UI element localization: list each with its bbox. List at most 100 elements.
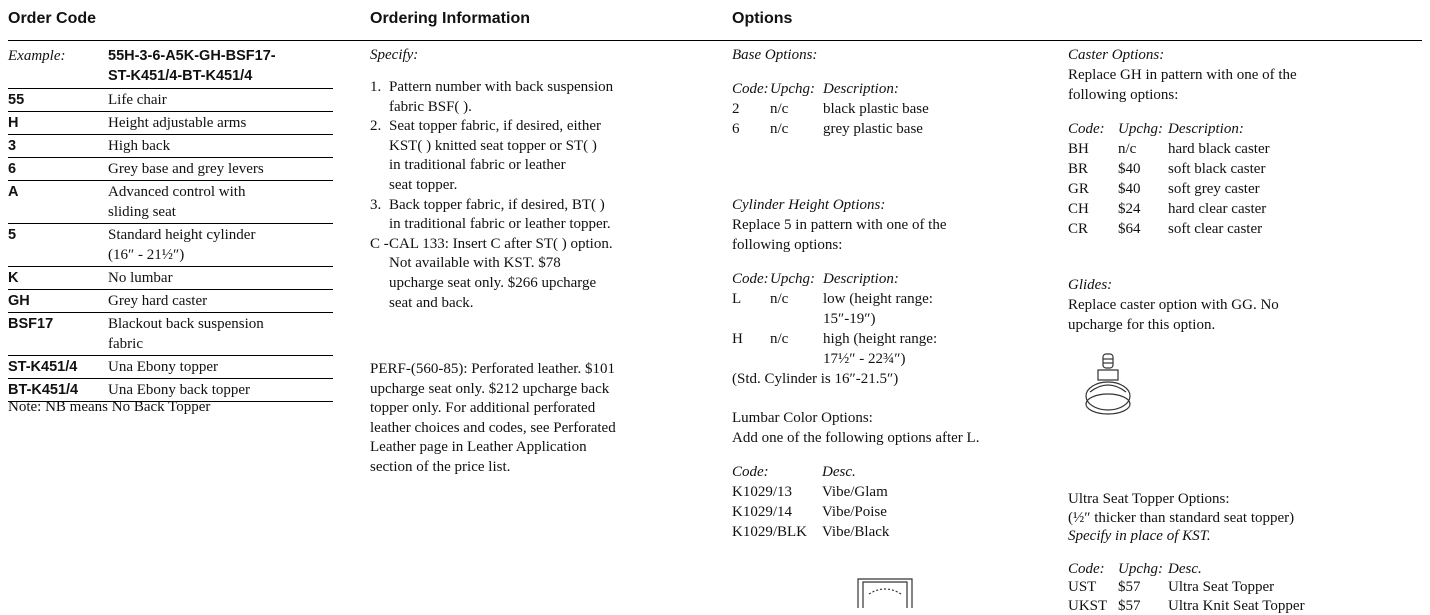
description: Grey hard caster [108,291,333,311]
cell: soft grey caster [1168,179,1418,199]
cell: $40 [1118,179,1168,199]
section-title: Cylinder Height Options: [732,195,1052,215]
code: BSF17 [8,314,108,354]
text-line: fabric [108,334,333,354]
text-line: 55H-3-6-A5K-GH-BSF17- [108,46,276,66]
text-line: following options: [1068,85,1418,105]
specify: Specify in place of KST. [1068,527,1418,546]
cylinder-options: Cylinder Height Options:Replace 5 in pat… [732,195,1052,389]
cell: CH [1068,199,1118,219]
column-header: Code: [732,462,822,482]
column-header: Code: [732,79,770,99]
cell: Ultra Seat Topper [1168,578,1418,597]
column-header: Description: [823,79,1052,99]
column-header: Upchg: [770,79,823,99]
column-header: Options [732,9,792,29]
cell: H [732,329,770,369]
cell: hard clear caster [1168,199,1418,219]
text-line: CAL 133: Insert C after ST( ) option. [389,235,613,255]
cell: BR [1068,159,1118,179]
glides: Glides:Replace caster option with GG. No… [1068,275,1418,335]
column-header: Desc. [822,462,1052,482]
specify: Specify: [370,45,418,65]
text-line: KST( ) knitted seat topper or ST( ) [389,137,601,157]
list-item: 2.Seat topper fabric, if desired, either… [370,117,700,195]
text-line: topper only. For additional perforated [370,399,700,419]
cell: soft clear caster [1168,219,1418,239]
cell: Vibe/Poise [822,502,1052,522]
code: 6 [8,159,108,179]
text-line: Replace caster option with GG. No [1068,295,1418,315]
text-line: high (height range: [823,329,1052,349]
code: 55 [8,90,108,110]
description: Life chair [108,90,333,110]
cell: hard black caster [1168,139,1418,159]
text-line: Back topper fabric, if desired, BT( ) [389,196,611,216]
text-line: Replace 5 in pattern with one of the [732,215,1052,235]
column-header: Ordering Information [370,9,530,29]
cell: n/c [1118,139,1168,159]
code: K [8,268,108,288]
text-line: Not available with KST. $78 [389,254,613,274]
text-line: upcharge for this option. [1068,315,1418,335]
item-number: 2. [370,117,389,195]
text-line: upcharge seat only. $266 upcharge [389,274,613,294]
section-title: Caster Options: [1068,45,1418,65]
header-rule [8,40,1422,41]
column-header: Code: [1068,119,1118,139]
text-line: Replace GH in pattern with one of the [1068,65,1418,85]
text-line: Seat topper fabric, if desired, either [389,117,601,137]
text-line: Standard height cylinder [108,225,333,245]
cell: K1029/BLK [732,522,822,542]
cell: low (height range:15″-19″) [823,289,1052,329]
spacer [732,65,1052,79]
cell: GR [1068,179,1118,199]
note: Note: NB means No Back Topper [8,397,210,417]
description: High back [108,136,333,156]
cell: high (height range:17½″ - 22¾″) [823,329,1052,369]
section-title: Ultra Seat Topper Options: [1068,490,1418,509]
text-line: leather choices and codes, see Perforate… [370,419,700,439]
code: A [8,182,108,222]
text-line: sliding seat [108,202,333,222]
item-number: C - [370,235,389,313]
text-line: following options: [732,235,1052,255]
description: Grey base and grey levers [108,159,333,179]
text-line: in traditional fabric or leather topper. [389,215,611,235]
cell: Vibe/Glam [822,482,1052,502]
cell: $24 [1118,199,1168,219]
column-header: Upchg: [1118,560,1168,579]
text-line: PERF-(560-85): Perforated leather. $101 [370,360,700,380]
item-number: 1. [370,78,389,117]
code: 5 [8,225,108,265]
description: Una Ebony topper [108,357,333,377]
note: (Std. Cylinder is 16″-21.5″) [732,369,1052,389]
column-header: Code: [1068,560,1118,579]
text-line: 17½″ - 22¾″) [823,349,1052,369]
description: No lumbar [108,268,333,288]
cell: $57 [1118,578,1168,597]
description: Height adjustable arms [108,113,333,133]
cell: soft black caster [1168,159,1418,179]
cell: n/c [770,329,823,369]
cell: BH [1068,139,1118,159]
column-header: Code: [732,269,770,289]
column-header: Order Code [8,9,96,29]
text-line: upcharge seat only. $212 upcharge back [370,380,700,400]
cell: Ultra Knit Seat Topper [1168,597,1418,615]
section-title: Glides: [1068,275,1418,295]
cell: $57 [1118,597,1168,615]
